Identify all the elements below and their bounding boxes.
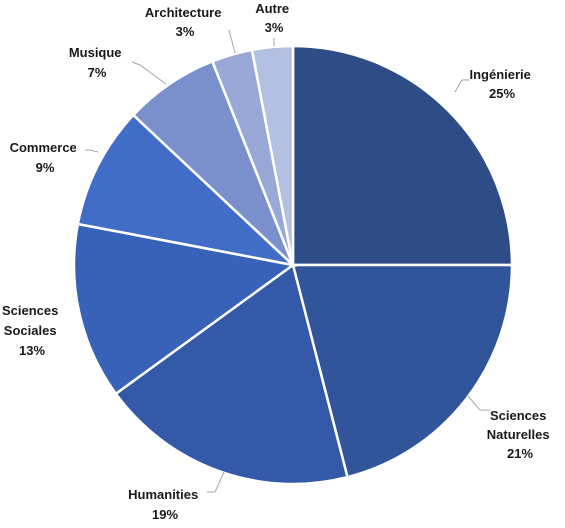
label-sciences-naturelles: Sciences Naturelles 21%: [487, 408, 554, 461]
leader-musique: [131, 61, 167, 85]
pie-slices: [72, 44, 514, 486]
leader-ingenierie: [454, 79, 470, 93]
leader-architecture: [228, 29, 236, 54]
leader-lines: [85, 29, 490, 493]
label-musique: Musique 7%: [69, 45, 125, 80]
slice-autre: [250, 44, 295, 266]
leader-commerce: [85, 149, 99, 153]
label-autre: Autre 3%: [255, 1, 293, 35]
slice-sciences-naturelles: [291, 263, 514, 479]
slice-commerce: [76, 113, 297, 268]
label-ingenierie: Ingénierie 25%: [469, 67, 534, 101]
leader-sciences-naturelles: [467, 395, 490, 411]
label-sciences-sociales: Sciences Sociales 13%: [2, 303, 62, 358]
label-humanities: Humanities 19%: [128, 487, 202, 522]
slice-sciences-sociales: [72, 222, 297, 396]
slice-ingenierie: [291, 44, 514, 267]
leader-humanities: [207, 471, 225, 493]
label-commerce: Commerce 9%: [10, 140, 81, 175]
slice-humanities: [114, 262, 349, 486]
label-architecture: Architecture 3%: [145, 5, 225, 39]
